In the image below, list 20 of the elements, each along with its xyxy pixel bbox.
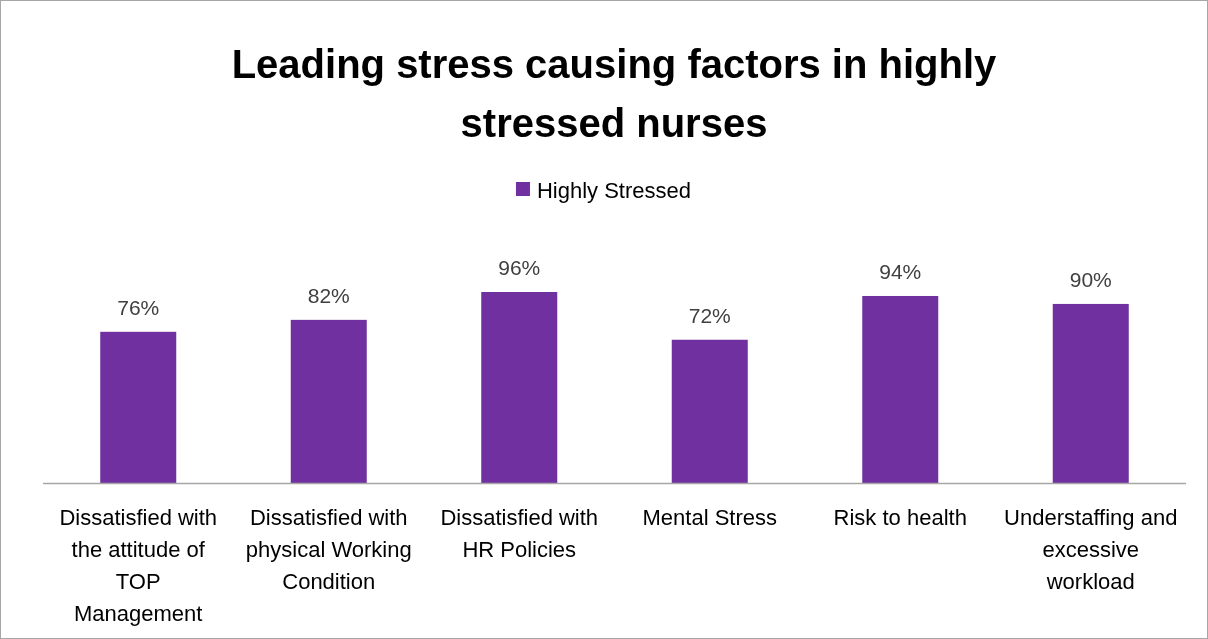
bar [100,331,177,483]
bar [1052,303,1129,483]
x-tick-label: Dissatisfied with HR Policies [440,505,599,562]
data-label: 76% [117,295,160,319]
bar [862,295,939,483]
bar [481,292,558,483]
bar [671,339,748,483]
bar [290,319,367,483]
data-label: 94% [879,259,922,283]
data-label: 82% [307,283,350,307]
data-label: 72% [688,303,731,327]
x-tick-label: Dissatisfied with the attitude of TOP Management [59,505,218,626]
x-tick-label: Risk to health [833,505,967,530]
legend-label: Highly Stressed [536,178,692,203]
x-tick-label: Mental Stress [642,505,777,530]
data-label: 90% [1069,267,1112,291]
x-tick-label: Understaffing and excessive workload [1004,505,1178,594]
x-tick-label: Dissatisfied with physical Working Condition [245,505,412,594]
chart-title: Leading stress causing factors in highly stressed nurses [231,42,998,145]
data-label: 96% [498,256,541,279]
